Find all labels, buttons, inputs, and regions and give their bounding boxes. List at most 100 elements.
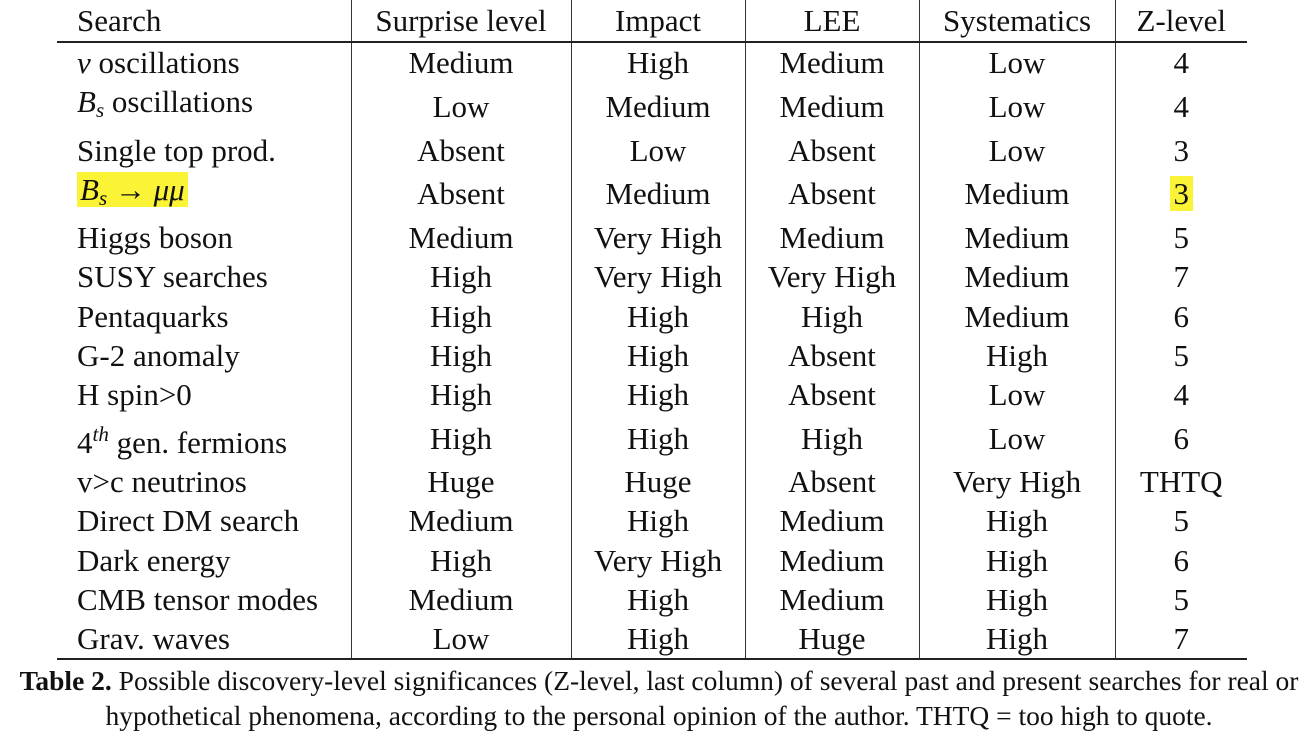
lee-cell: Medium [744, 540, 919, 580]
search-cell: Higgs boson [57, 218, 351, 257]
table-row: H spin>0 High High Absent Low 4 [57, 375, 1247, 415]
z-level-cell: 5 [1114, 501, 1247, 541]
surprise-level-cell: High [350, 296, 571, 337]
search-text: oscillations [90, 45, 240, 80]
systematics-cell: Low [918, 130, 1115, 170]
lee-value: Absent [788, 377, 876, 413]
systematics-value: High [986, 621, 1048, 657]
surprise-level-cell: Low [350, 619, 571, 661]
surprise-level-cell: Medium [350, 218, 571, 258]
lee-value: High [801, 420, 863, 456]
impact-value: Huge [624, 463, 692, 499]
lee-value: Medium [779, 503, 885, 539]
column-header-search: Search [57, 0, 351, 43]
impact-value: High [627, 621, 689, 657]
systematics-value: Low [988, 45, 1046, 80]
impact-cell: High [570, 579, 745, 620]
surprise-level-cell: Medium [350, 42, 571, 83]
impact-cell: High [570, 501, 745, 541]
z-level-cell: 7 [1114, 619, 1247, 661]
lee-cell: High [744, 296, 919, 337]
lee-value: Medium [779, 220, 885, 256]
z-level-cell: 6 [1114, 296, 1247, 337]
impact-cell: Low [570, 130, 745, 170]
lee-value: Medium [779, 45, 885, 80]
search-name: ν oscillations [77, 45, 240, 80]
search-name: H spin>0 [77, 377, 192, 413]
search-cell: Grav. waves [57, 619, 351, 661]
search-cell: H spin>0 [57, 375, 351, 414]
search-name: Higgs boson [77, 220, 233, 256]
table-caption: Table 2. Possible discovery-level signif… [14, 663, 1304, 733]
lee-value: Very High [767, 259, 897, 295]
lee-cell: Medium [744, 501, 919, 541]
search-name: 4th gen. fermions [77, 421, 288, 460]
search-name: Direct DM search [77, 503, 300, 539]
table-row: Dark energy High Very High Medium High 6 [57, 540, 1247, 580]
search-name: Bs → μμ [77, 171, 188, 210]
impact-value: High [627, 503, 689, 539]
z-level-value: THTQ [1139, 463, 1223, 499]
search-cell: CMB tensor modes [57, 580, 351, 619]
lee-value: Absent [788, 338, 876, 374]
systematics-value: Medium [964, 259, 1070, 295]
lee-cell: Absent [744, 375, 919, 415]
table-row: Single top prod. Absent Low Absent Low 3 [57, 130, 1247, 170]
z-level-cell: 5 [1114, 218, 1247, 258]
search-subscript: s [98, 185, 108, 210]
surprise-level-cell: Absent [350, 169, 571, 219]
search-cell: G-2 anomaly [57, 336, 351, 375]
lee-cell: Absent [744, 336, 919, 376]
table-row: Grav. waves Low High Huge High 7 [57, 619, 1247, 661]
table-row: Direct DM search Medium High Medium High 5 [57, 501, 1247, 541]
search-name: CMB tensor modes [77, 581, 319, 617]
impact-value: Very High [593, 220, 723, 256]
z-level-value: 7 [1173, 621, 1190, 657]
lee-cell: Absent [744, 461, 919, 502]
search-name: Grav. waves [77, 621, 230, 657]
impact-cell: Medium [570, 169, 745, 219]
surprise-level-value: Medium [408, 503, 514, 539]
table-header-row: Search Surprise level Impact LEE Systema… [57, 0, 1247, 43]
search-superscript: th [92, 421, 109, 446]
systematics-cell: Low [918, 82, 1115, 131]
column-header-lee: LEE [744, 0, 919, 43]
table-row: CMB tensor modes Medium High Medium High 5 [57, 579, 1247, 620]
systematics-value: Medium [964, 220, 1070, 256]
impact-value: Very High [593, 542, 723, 578]
z-level-cell: 7 [1114, 257, 1247, 297]
search-cell: ν oscillations [57, 42, 351, 82]
surprise-level-value: High [430, 377, 492, 413]
systematics-cell: Very High [918, 461, 1115, 502]
lee-value: Medium [779, 542, 885, 578]
lee-value: Absent [788, 132, 876, 168]
table-row: Bs oscillations Low Medium Medium Low 4 [57, 82, 1247, 131]
z-level-cell: THTQ [1114, 461, 1247, 502]
impact-value: High [627, 581, 689, 617]
lee-value: Medium [779, 581, 885, 617]
z-level-value: 3 [1169, 176, 1193, 212]
systematics-value: High [986, 581, 1048, 617]
search-name: Bs oscillations [77, 84, 253, 122]
systematics-cell: Medium [918, 218, 1115, 258]
impact-cell: Medium [570, 82, 745, 131]
systematics-cell: Medium [918, 296, 1115, 337]
lee-cell: Huge [744, 619, 919, 661]
systematics-value: High [986, 542, 1048, 578]
surprise-level-value: High [430, 420, 492, 456]
surprise-level-cell: High [350, 336, 571, 376]
caption-text: Possible discovery-level significances (… [105, 665, 1299, 731]
search-symbol-base: B [80, 171, 99, 207]
lee-value: Absent [788, 176, 876, 212]
systematics-value: Very High [952, 463, 1082, 499]
z-level-value: 7 [1173, 259, 1190, 295]
z-level-value: 4 [1173, 377, 1190, 413]
search-text: gen. fermions [108, 424, 288, 460]
impact-value: High [627, 377, 689, 413]
surprise-level-value: Absent [417, 176, 505, 212]
surprise-level-value: High [430, 259, 492, 295]
z-level-cell: 3 [1114, 169, 1247, 219]
surprise-level-value: Medium [408, 220, 514, 256]
lee-value: High [801, 298, 863, 334]
lee-cell: Medium [744, 218, 919, 258]
